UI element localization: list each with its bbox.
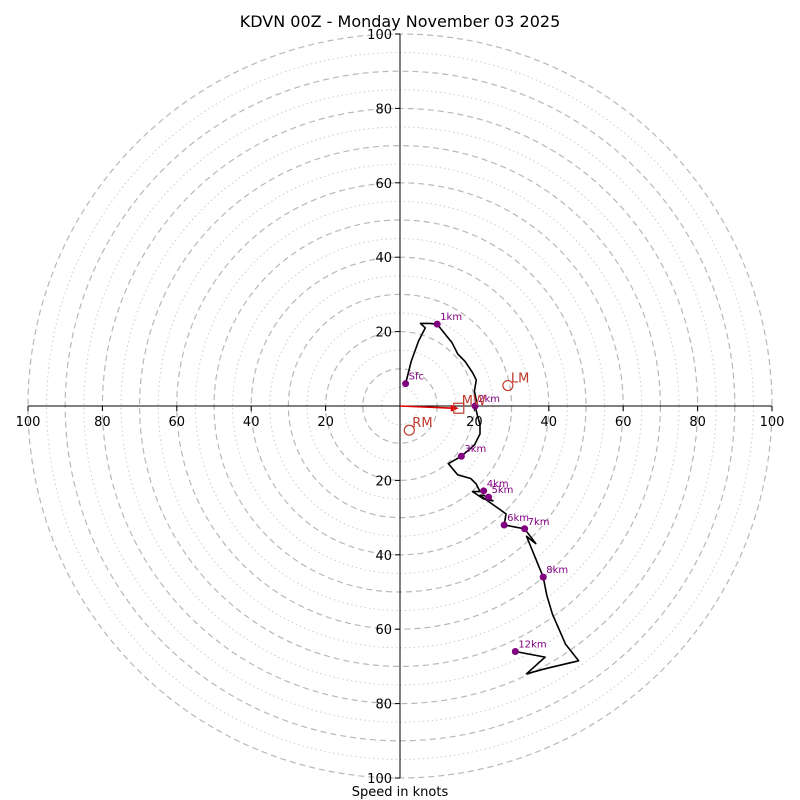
tick-label-left-80: 80 bbox=[94, 415, 111, 430]
tick-label-right-80: 80 bbox=[689, 415, 706, 430]
height-label-Sfc: Sfc bbox=[409, 372, 424, 383]
tick-label-right-40: 40 bbox=[541, 415, 558, 430]
tick-label-left-60: 60 bbox=[169, 415, 186, 430]
tick-label-top-20: 20 bbox=[375, 326, 392, 341]
tick-label-bottom-100: 100 bbox=[367, 772, 392, 787]
tick-label-left-40: 40 bbox=[243, 415, 260, 430]
tick-label-right-60: 60 bbox=[615, 415, 632, 430]
tick-label-left-20: 20 bbox=[317, 415, 334, 430]
height-label-7km: 7km bbox=[528, 517, 550, 528]
height-marker-7km bbox=[521, 525, 529, 533]
tick-label-top-80: 80 bbox=[375, 102, 392, 117]
height-label-1km: 1km bbox=[440, 312, 462, 323]
tick-label-right-100: 100 bbox=[760, 415, 785, 430]
height-label-3km: 3km bbox=[464, 444, 486, 455]
height-label-4km: 4km bbox=[487, 479, 509, 490]
height-marker-12km bbox=[511, 648, 519, 656]
height-label-6km: 6km bbox=[507, 513, 529, 524]
height-label-2km: 2km bbox=[478, 394, 500, 405]
tick-label-bottom-60: 60 bbox=[375, 623, 392, 638]
tick-label-bottom-40: 40 bbox=[375, 549, 392, 564]
height-label-12km: 12km bbox=[518, 640, 546, 651]
tick-label-top-40: 40 bbox=[375, 251, 392, 266]
mean-wind-arrowhead bbox=[450, 404, 459, 412]
tick-label-bottom-20: 20 bbox=[375, 474, 392, 489]
height-marker-4km bbox=[480, 487, 488, 495]
height-marker-1km bbox=[433, 320, 441, 328]
storm-motion-label-MW: MW bbox=[462, 394, 486, 409]
tick-label-bottom-80: 80 bbox=[375, 698, 392, 713]
hodograph-trace bbox=[404, 322, 580, 675]
storm-motion-label-LM: LM bbox=[511, 372, 529, 387]
storm-motion-RM bbox=[403, 424, 415, 436]
storm-motion-label-RM: RM bbox=[412, 416, 432, 431]
tick-label-left-100: 100 bbox=[16, 415, 41, 430]
x-axis-label: Speed in knots bbox=[352, 785, 449, 800]
height-marker-3km bbox=[457, 452, 465, 460]
height-label-5km: 5km bbox=[492, 485, 514, 496]
tick-label-top-60: 60 bbox=[375, 177, 392, 192]
storm-motion-LM bbox=[502, 379, 514, 392]
height-marker-2km bbox=[471, 402, 479, 410]
storm-motion-MW bbox=[453, 402, 465, 414]
tick-label-top-100: 100 bbox=[367, 28, 392, 43]
height-marker-Sfc bbox=[402, 380, 410, 388]
height-label-8km: 8km bbox=[546, 565, 568, 576]
mean-wind-arrow bbox=[399, 405, 453, 410]
chart-title: KDVN 00Z - Monday November 03 2025 bbox=[240, 12, 561, 31]
height-marker-5km bbox=[485, 493, 493, 501]
height-marker-6km bbox=[500, 521, 508, 529]
height-marker-8km bbox=[539, 573, 547, 581]
